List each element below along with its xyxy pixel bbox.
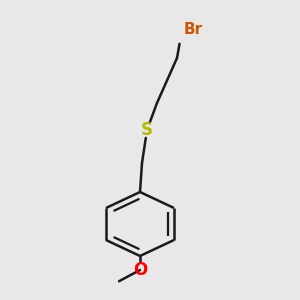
Text: Br: Br xyxy=(184,22,203,38)
Text: S: S xyxy=(141,121,153,139)
Text: O: O xyxy=(133,261,147,279)
